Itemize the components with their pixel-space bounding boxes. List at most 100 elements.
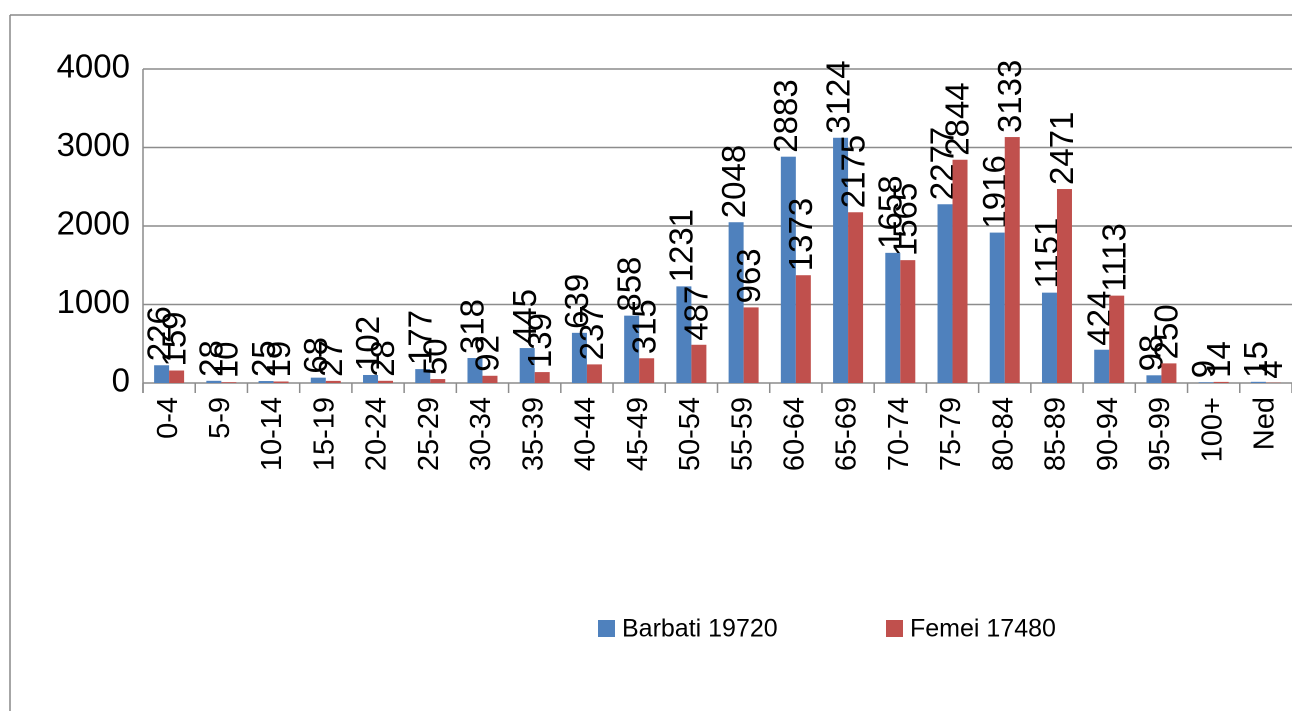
data-label: 102: [349, 316, 386, 371]
x-tick-label: 75-79: [935, 397, 967, 471]
x-tick-label: 100+: [1196, 397, 1228, 462]
data-label: 92: [469, 335, 506, 372]
data-label: 139: [521, 313, 558, 368]
x-tick-label: 5-9: [204, 397, 236, 439]
x-tick-label: 70-74: [883, 397, 915, 471]
data-label: 50: [416, 338, 453, 375]
bar: [1056, 189, 1072, 383]
x-tick-label: 90-94: [1092, 397, 1124, 471]
x-tick-label: Ned: [1249, 397, 1281, 450]
data-label: 963: [730, 248, 767, 303]
data-label: 19: [260, 341, 297, 378]
bar: [795, 275, 811, 383]
data-label: 28: [364, 340, 401, 377]
x-tick-label: 95-99: [1144, 397, 1176, 471]
x-tick-label: 20-24: [361, 397, 393, 471]
data-label: 250: [1148, 304, 1185, 359]
bar: [586, 364, 602, 383]
bar: [1198, 382, 1214, 383]
bar: [415, 369, 431, 383]
bar: [430, 379, 446, 383]
bar: [952, 159, 968, 383]
data-label: 3133: [991, 60, 1028, 133]
bar: [833, 137, 849, 383]
x-tick-label: 80-84: [987, 397, 1019, 471]
bar: [258, 381, 274, 383]
x-tick-label: 25-29: [413, 397, 445, 471]
bar: [900, 260, 916, 383]
bar: [378, 380, 394, 383]
data-label: 318: [454, 299, 491, 354]
data-label: 445: [506, 289, 543, 344]
data-label: 487: [678, 286, 715, 341]
bar: [1004, 137, 1020, 383]
data-label: 28: [193, 340, 230, 377]
bar: [780, 156, 796, 383]
x-tick-label: 60-64: [778, 397, 810, 471]
x-tick-label: 55-59: [726, 397, 758, 471]
data-label: 1231: [663, 209, 700, 282]
y-tick-label: 3000: [57, 126, 130, 163]
bar: [519, 348, 535, 383]
bar: [691, 344, 707, 383]
data-label: 226: [140, 306, 177, 361]
bar: [1213, 381, 1229, 383]
bar: [624, 315, 640, 383]
bar: [743, 307, 759, 383]
data-label: 14: [1200, 341, 1237, 378]
data-label: 2048: [715, 145, 752, 218]
data-label: 858: [610, 257, 647, 312]
x-tick-label: 30-34: [465, 397, 497, 471]
bar: [1250, 381, 1266, 383]
data-label: 2883: [767, 79, 804, 152]
data-label: 1658: [872, 175, 909, 248]
data-label: 159: [155, 311, 192, 366]
data-label: 1565: [887, 183, 924, 256]
bar: [482, 375, 498, 383]
bar: [639, 358, 655, 383]
data-label: 2844: [939, 82, 976, 155]
y-tick-label: 2000: [57, 205, 130, 242]
data-label: 9: [1185, 360, 1222, 378]
legend-swatch: [886, 620, 903, 637]
bar: [676, 286, 692, 383]
x-tick-label: 35-39: [517, 397, 549, 471]
data-label: 639: [558, 274, 595, 329]
bar: [1146, 375, 1162, 383]
bar: [273, 381, 289, 383]
data-label: 1113: [1095, 223, 1132, 292]
bar: [363, 374, 379, 383]
bar: [534, 372, 550, 383]
bar: [310, 377, 326, 383]
bar: [1094, 349, 1110, 383]
bar: [221, 382, 237, 383]
x-tick-label: 50-54: [674, 397, 706, 471]
x-tick-label: 65-69: [831, 397, 863, 471]
data-label: 237: [573, 305, 610, 360]
bar: [989, 232, 1005, 383]
data-label: 15: [1237, 341, 1274, 378]
bar: [728, 222, 744, 383]
bar: [1109, 295, 1125, 383]
bar: [467, 358, 483, 383]
data-label: 4: [1252, 360, 1289, 378]
legend-swatch: [598, 620, 615, 637]
data-label: 1373: [782, 198, 819, 271]
data-label: 315: [625, 299, 662, 354]
bar: [1161, 363, 1177, 383]
bar: [206, 380, 222, 383]
x-tick-label: 45-49: [622, 397, 654, 471]
bar: [1041, 292, 1057, 383]
y-tick-label: 0: [112, 362, 130, 399]
x-tick-label: 85-89: [1040, 397, 1072, 471]
bar: [154, 365, 170, 383]
x-tick-label: 0-4: [152, 397, 184, 439]
y-tick-label: 1000: [57, 283, 130, 320]
bar: [848, 212, 864, 383]
bar: [885, 252, 901, 383]
legend-label: Femei 17480: [910, 615, 1056, 643]
data-label: 27: [312, 340, 349, 377]
data-label: 177: [401, 310, 438, 365]
bar: [937, 204, 953, 383]
